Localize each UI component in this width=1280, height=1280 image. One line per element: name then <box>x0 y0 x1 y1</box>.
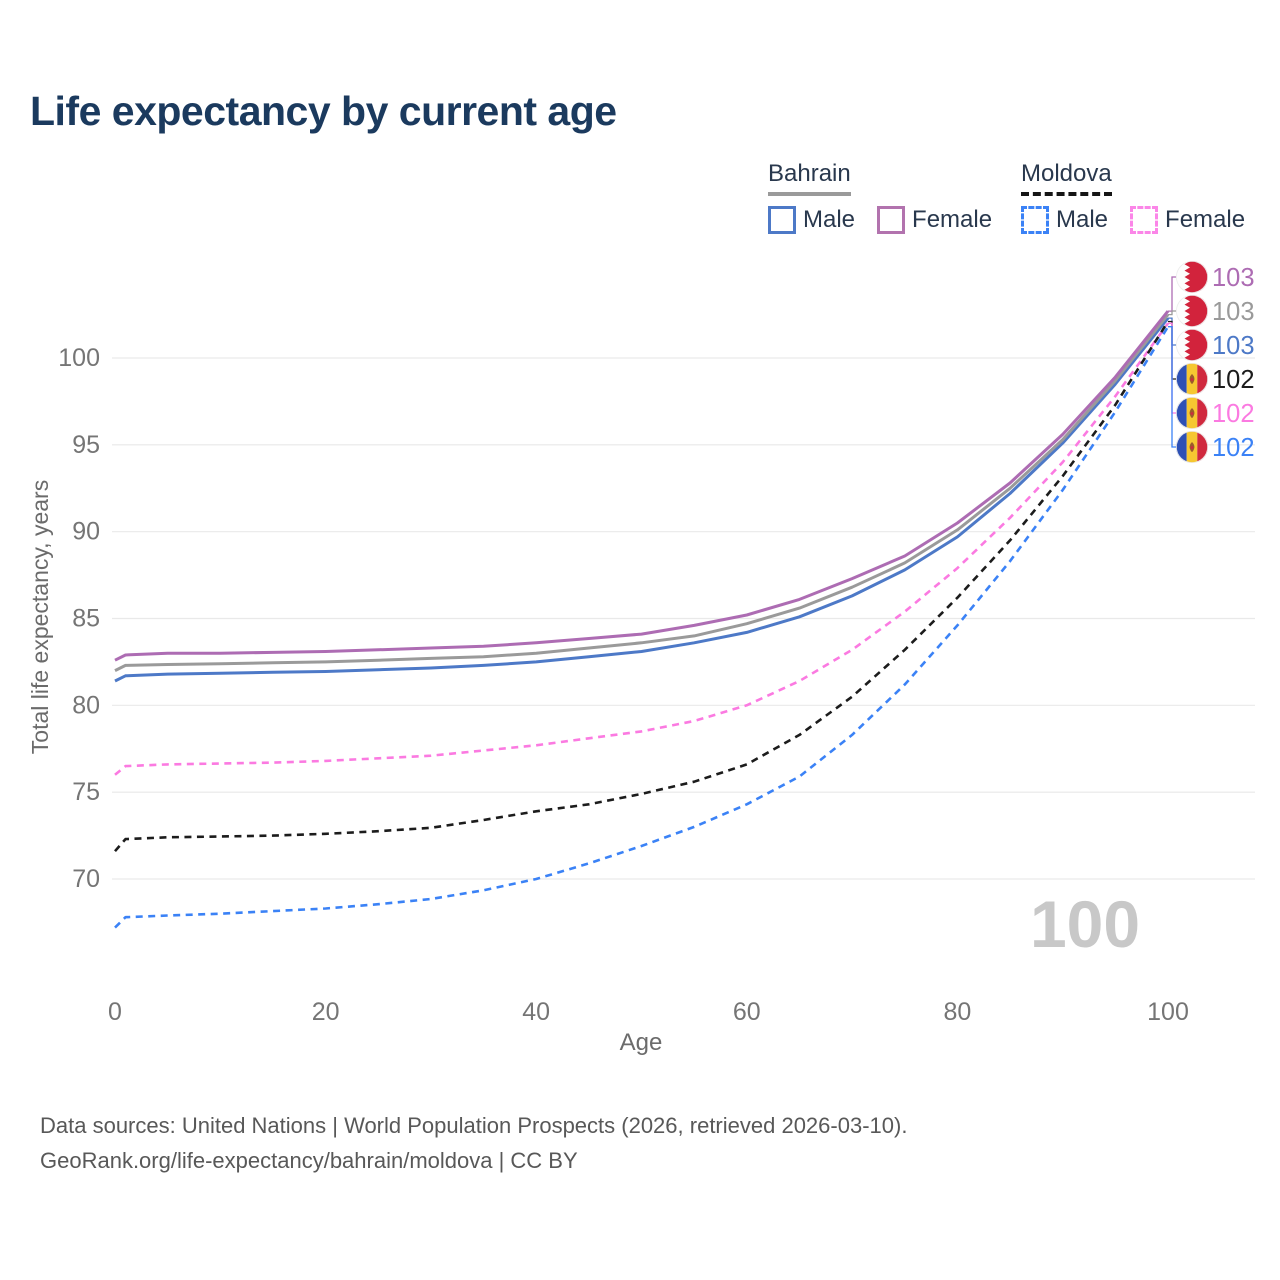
source-footer: Data sources: United Nations | World Pop… <box>40 1108 907 1178</box>
bahrain-flag-icon <box>1175 260 1209 294</box>
series-line-moldova[interactable] <box>114 320 1170 853</box>
x-tick-40: 40 <box>522 998 550 1026</box>
legend-label-moldova-female: Female <box>1165 206 1246 233</box>
moldova-female-swatch-icon <box>1130 206 1159 234</box>
series-line-bahrain-male[interactable] <box>114 317 1170 683</box>
data-sources-line: Data sources: United Nations | World Pop… <box>40 1113 908 1138</box>
x-tick-20: 20 <box>312 998 340 1026</box>
series-lines <box>114 310 1170 929</box>
y-tick-100: 100 <box>58 344 100 372</box>
leader-line-moldova-male <box>1168 326 1177 448</box>
y-tick-85: 85 <box>72 605 100 633</box>
series-line-bahrain[interactable] <box>114 313 1170 672</box>
legend-item-bahrain-male[interactable]: Male <box>768 206 855 234</box>
bahrain-male-swatch-icon <box>768 206 796 234</box>
page-title: Life expectancy by current age <box>30 88 617 134</box>
x-tick-100: 100 <box>1147 998 1189 1026</box>
moldova-flag-icon <box>1175 362 1209 396</box>
leader-lines <box>1168 276 1177 448</box>
end-label-bahrain: 103 <box>1212 298 1255 326</box>
moldova-male-swatch-icon <box>1021 206 1049 234</box>
bahrain-flag-icon <box>1175 328 1209 362</box>
y-tick-75: 75 <box>72 778 100 806</box>
x-tick-80: 80 <box>943 998 971 1026</box>
x-axis-tick-labels: 0 20 40 60 80 100 <box>108 998 1189 1026</box>
life-expectancy-line-chart[interactable]: 100 70 75 80 85 90 95 100 0 20 40 60 80 100 Age Tot… <box>0 0 1280 1080</box>
leader-line-bahrain-female <box>1168 276 1177 312</box>
x-tick-0: 0 <box>108 998 122 1026</box>
series-line-bahrain-female[interactable] <box>114 310 1170 662</box>
end-label-moldova: 102 <box>1212 366 1255 394</box>
gridlines <box>112 357 1255 880</box>
bahrain-flag-icon <box>1175 294 1209 328</box>
moldova-flag-icon <box>1175 430 1209 464</box>
legend-items-bahrain: Male Female <box>768 206 992 234</box>
y-tick-70: 70 <box>72 865 100 893</box>
legend-label-bahrain-female: Female <box>912 206 993 233</box>
legend-item-bahrain-female[interactable]: Female <box>877 206 992 234</box>
legend-label-bahrain-male: Male <box>803 206 856 233</box>
end-label-moldova-female: 102 <box>1212 400 1255 428</box>
legend-group-moldova: Moldova Male Female <box>1021 160 1245 234</box>
x-tick-60: 60 <box>733 998 761 1026</box>
legend-country-moldova: Moldova <box>1021 160 1112 196</box>
legend-label-moldova-male: Male <box>1056 206 1109 233</box>
chart-legend: Bahrain Male Female Moldova Male <box>0 160 1280 244</box>
hover-age-watermark: 100 <box>1030 887 1140 961</box>
legend-item-moldova-female[interactable]: Female <box>1130 206 1245 234</box>
leader-line-bahrain <box>1168 310 1177 316</box>
y-axis-tick-labels: 70 75 80 85 90 95 100 <box>58 344 100 893</box>
y-axis-title: Total life expectancy, years <box>27 480 53 754</box>
y-tick-90: 90 <box>72 518 100 546</box>
legend-item-moldova-male[interactable]: Male <box>1021 206 1108 234</box>
y-tick-95: 95 <box>72 431 100 459</box>
legend-group-bahrain: Bahrain Male Female <box>768 160 992 234</box>
moldova-flag-icon <box>1175 396 1209 430</box>
end-label-bahrain-female: 103 <box>1212 264 1255 292</box>
y-tick-80: 80 <box>72 691 100 719</box>
legend-items-moldova: Male Female <box>1021 206 1245 234</box>
legend-country-bahrain: Bahrain <box>768 160 851 196</box>
end-value-labels: 103 103 103 102 102 102 <box>1212 264 1255 462</box>
end-label-moldova-male: 102 <box>1212 434 1255 462</box>
attribution-line: GeoRank.org/life-expectancy/bahrain/mold… <box>40 1148 578 1173</box>
flag-icons <box>1175 260 1209 464</box>
end-label-bahrain-male: 103 <box>1212 332 1255 360</box>
series-line-moldova-male[interactable] <box>114 326 1170 929</box>
x-axis-title: Age <box>620 1029 663 1056</box>
bahrain-female-swatch-icon <box>877 206 906 234</box>
series-line-moldova-female[interactable] <box>114 322 1170 776</box>
